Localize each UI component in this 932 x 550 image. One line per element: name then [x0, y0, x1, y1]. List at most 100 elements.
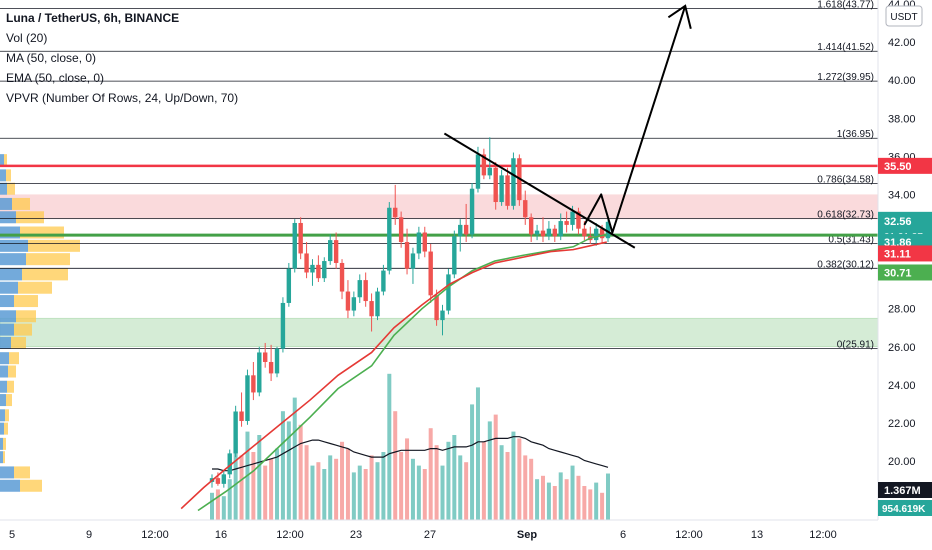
currency-button-frame [885, 5, 923, 27]
candle-body [505, 175, 510, 206]
y-tick-label: 24.00 [888, 380, 916, 392]
vpvr-row [0, 324, 112, 336]
vpvr-row [0, 394, 92, 406]
indicator-ma[interactable]: MA (50, close, 0) [6, 51, 97, 65]
volume-bar [399, 452, 404, 520]
x-tick-label: 9 [86, 529, 92, 541]
volume-bar [505, 452, 510, 520]
fib-label: 0.382(30.12) [817, 259, 874, 270]
candle-body [398, 217, 404, 243]
candle-body [440, 310, 445, 321]
volume-avg-badge-bg [878, 500, 932, 516]
candle-body [298, 222, 303, 254]
x-tick-label: 12:00 [276, 529, 304, 541]
volume-bar [334, 458, 339, 520]
volume-bar [588, 489, 593, 520]
candle-body [280, 302, 286, 349]
candle-body [215, 478, 221, 484]
x-tick-label: 23 [350, 529, 362, 541]
candle-body [257, 352, 262, 393]
resistance-zone [0, 194, 878, 220]
candle-body [570, 211, 575, 225]
candle-body [564, 221, 569, 225]
symbol-title[interactable]: Luna / TetherUS, 6h, BINANCE [6, 11, 180, 25]
vpvr-down-bar [22, 268, 68, 281]
vpvr-row [0, 169, 91, 181]
x-tick-label: 16 [215, 529, 227, 541]
ema-line [180, 241, 607, 510]
vpvr-down-bar [4, 422, 8, 435]
volume-bar [251, 452, 256, 520]
vpvr-row [0, 337, 106, 349]
indicator-ema[interactable]: EMA (50, close, 0) [6, 71, 105, 85]
volume-bar [428, 428, 433, 520]
candle-body [428, 251, 433, 296]
volume-bar [458, 455, 463, 520]
vpvr-down-bar [11, 336, 26, 349]
projection-arrow-head [667, 4, 692, 29]
vpvr-down-bar [6, 169, 11, 182]
x-tick-label: 12:00 [675, 529, 703, 541]
volume-bar [405, 438, 410, 520]
candle-body [463, 224, 469, 235]
candle-body [387, 207, 392, 271]
volume-bar [446, 441, 451, 520]
volume-bar [257, 435, 262, 520]
candle-body [369, 301, 374, 317]
vpvr-row [0, 451, 85, 463]
volume-bar [239, 455, 244, 520]
volume-bar [475, 387, 480, 520]
volume-avg-badge-label: 954.619K [882, 504, 926, 515]
candle-body [458, 224, 463, 237]
candle-body [268, 361, 274, 374]
volume-bar [452, 435, 457, 520]
candle-body [523, 200, 528, 218]
vpvr-up-bar [0, 281, 18, 294]
candle-body [534, 230, 540, 235]
volume-bar [416, 465, 421, 520]
candle-body [345, 291, 351, 311]
time-axis-ticks: 5 9 12:00 16 12:00 23 27 Sep 6 12:00 13 12:00 [9, 529, 837, 541]
candle-body [593, 228, 599, 241]
candle-body [434, 295, 439, 321]
vpvr-up-bar [0, 422, 4, 435]
vpvr-up-bar [0, 154, 4, 167]
volume-bar [233, 438, 238, 520]
y-tick-label: 28.00 [888, 304, 916, 316]
candle-body [552, 228, 558, 237]
vpvr-up-bar [0, 239, 28, 252]
chart-legend: Luna / TetherUS, 6h, BINANCE Vol (20) MA… [6, 8, 238, 108]
volume-bar [535, 479, 540, 520]
vpvr-down-bar [5, 409, 9, 422]
volume-bar [351, 472, 356, 520]
volume-bar [328, 455, 333, 520]
fib-label: 0.618(32.73) [817, 210, 874, 221]
vpvr-up-bar [0, 268, 22, 281]
vpvr-row [0, 268, 148, 280]
volume-bars [210, 373, 610, 520]
volume-bar [582, 486, 587, 520]
candle-body [528, 217, 534, 235]
vpvr-up-bar [0, 409, 5, 422]
indicator-volume[interactable]: Vol (20) [6, 31, 48, 45]
vpvr-up-bar [0, 310, 16, 323]
vpvr-up-bar [0, 253, 26, 266]
candle-body [582, 228, 587, 237]
volume-bar [210, 492, 214, 520]
y-tick-label: 40.00 [888, 75, 916, 87]
ma-badge-label: 30.71 [884, 267, 912, 279]
vpvr-down-bar [28, 239, 80, 252]
volume-bar [393, 411, 398, 520]
volume-bar [552, 486, 557, 520]
downtrend-line [443, 132, 636, 249]
volume-bar [263, 465, 268, 520]
indicator-vpvr[interactable]: VPVR (Number Of Rows, 24, Up/Down, 70) [6, 91, 239, 105]
candle-body [511, 158, 516, 206]
candle-body [245, 375, 250, 422]
vpvr-row [0, 183, 95, 195]
volume-bar [540, 475, 545, 520]
projection-path [583, 5, 687, 234]
currency-button[interactable]: USDT [885, 5, 923, 27]
volume-bar [594, 482, 599, 520]
